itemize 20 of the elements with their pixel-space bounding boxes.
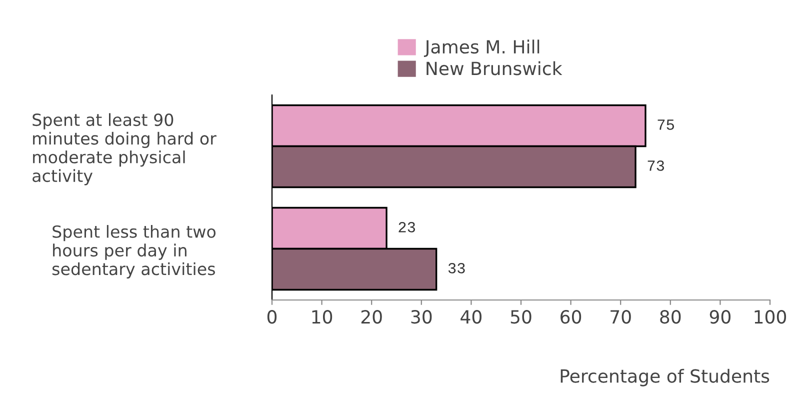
x-tick-label: 70 — [610, 310, 631, 324]
x-tick-label: 20 — [361, 310, 382, 324]
legend-label: New Brunswick — [426, 61, 562, 76]
y-tick-label: Spent at least 90 minutes doing hard or moderate physical activity — [32, 113, 216, 186]
x-tick-label: 0 — [267, 310, 277, 324]
x-tick-label: 60 — [560, 310, 582, 324]
data-label: 73 — [648, 160, 664, 171]
x-tick-label: 10 — [312, 310, 332, 324]
x-tick-label: 90 — [710, 310, 730, 324]
data-label: 23 — [398, 222, 416, 232]
x-tick-label: 50 — [510, 310, 532, 324]
x-tick-label: 30 — [411, 310, 432, 324]
x-tick-label: 100 — [754, 310, 786, 324]
x-tick-label: 40 — [460, 310, 482, 324]
y-tick-label: Spent less than two hours per day in sedentary activities — [52, 225, 216, 278]
legend-label: James M. Hill — [424, 40, 540, 57]
data-label: 75 — [658, 120, 674, 130]
data-label: 33 — [448, 262, 465, 274]
x-axis-title: Percentage of Students — [560, 368, 770, 386]
x-tick-label: 80 — [660, 310, 681, 324]
